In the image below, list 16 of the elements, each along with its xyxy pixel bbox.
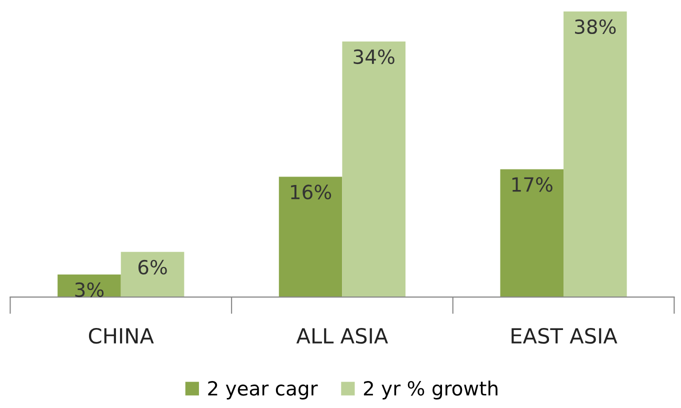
data-label: 16% — [291, 184, 332, 200]
bar — [278, 176, 342, 298]
x-tick-label: CHINA — [88, 328, 154, 344]
bar — [120, 252, 184, 298]
data-label: 6% — [138, 260, 167, 275]
legend-label: 2 yr % growth — [364, 380, 498, 400]
data-label: 17% — [512, 177, 552, 192]
bar — [500, 169, 564, 298]
bar — [564, 11, 627, 298]
data-label: 38% — [575, 19, 616, 34]
x-tick-label: ALL ASIA — [296, 328, 388, 344]
legend-label: 2 year cagr — [208, 381, 318, 400]
data-label: 34% — [354, 49, 394, 64]
x-tick-label: EAST ASIA — [512, 328, 618, 344]
bar — [342, 41, 406, 298]
data-label: 3% — [75, 282, 104, 298]
